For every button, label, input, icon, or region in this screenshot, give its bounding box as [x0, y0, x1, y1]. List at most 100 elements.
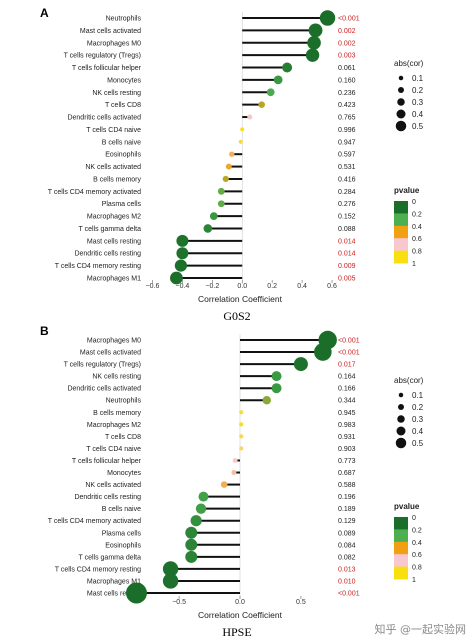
lollipop-dot [258, 101, 265, 108]
pvalue-label: 0.002 [338, 28, 356, 35]
lollipop-dot [209, 212, 218, 220]
panel-b-label: B [40, 324, 49, 338]
size-legend-label: 0.2 [412, 403, 424, 412]
color-legend-title: pvalue [394, 186, 420, 195]
lollipop-row: B cells memory 0.416 [93, 175, 356, 183]
lollipop-row: T cells CD4 memory resting 0.013 [55, 561, 356, 577]
lollipop-row: T cells follicular helper 0.773 [72, 458, 356, 465]
pvalue-label: 0.196 [338, 494, 356, 501]
pvalue-label: 0.773 [338, 458, 356, 465]
color-legend-title: pvalue [394, 502, 420, 511]
lollipop-dot [239, 434, 244, 439]
lollipop-row: B cells naive 0.189 [102, 503, 356, 514]
lollipop-dot [220, 481, 228, 488]
lollipop-row: T cells CD4 memory activated 0.284 [48, 187, 356, 196]
lollipop-dot [247, 114, 253, 120]
color-legend-label: 0.6 [412, 236, 422, 243]
x-tick-label: 0.4 [297, 283, 307, 290]
category-label: Monocytes [107, 77, 141, 84]
lollipop-row: B cells memory 0.945 [93, 410, 355, 417]
color-legend-label: 1 [412, 261, 416, 268]
category-label: Eosinophils [105, 542, 141, 549]
pvalue-label: 0.160 [338, 77, 356, 84]
lollipop-row: Eosinophils 0.084 [105, 538, 356, 551]
color-legend-swatch [394, 201, 408, 214]
size-legend-label: 0.1 [412, 391, 424, 400]
pvalue-label: 0.276 [338, 201, 356, 208]
pvalue-label: 0.931 [338, 434, 356, 441]
pvalue-label: 0.013 [338, 566, 356, 573]
category-label: Macrophages M0 [87, 338, 141, 345]
lollipop-row: Macrophages M1 0.010 [87, 573, 356, 589]
pvalue-label: 0.416 [338, 176, 356, 183]
category-label: Macrophages M0 [87, 40, 141, 47]
x-axis-label: Correlation Coefficient [198, 294, 283, 304]
lollipop-dot [231, 470, 237, 476]
category-label: Neutrophils [106, 398, 142, 405]
category-label: T cells CD4 memory activated [48, 189, 141, 196]
category-label: Macrophages M2 [87, 422, 141, 429]
lollipop-dot [203, 224, 213, 233]
lollipop-row: Neutrophils <0.001 [106, 10, 360, 26]
category-label: NK cells activated [85, 482, 141, 489]
lollipop-row: Macrophages M2 0.983 [87, 422, 356, 429]
lollipop-row: Macrophages M2 0.152 [87, 212, 356, 221]
category-label: Dendritic cells resting [74, 494, 141, 501]
pvalue-label: 0.082 [338, 554, 356, 561]
color-legend-swatch [394, 517, 408, 530]
pvalue-label: 0.588 [338, 482, 356, 489]
lollipop-row: NK cells activated 0.588 [85, 481, 356, 489]
pvalue-label: 0.084 [338, 542, 356, 549]
color-legend-label: 0 [412, 199, 416, 206]
color-legend-label: 0.8 [412, 565, 422, 572]
lollipop-row: T cells regulatory (Tregs) 0.017 [64, 357, 356, 372]
lollipop-dot [239, 446, 244, 451]
lollipop-row: Dendritic cells activated 0.166 [67, 383, 356, 394]
pvalue-label: 0.597 [338, 152, 356, 159]
color-legend-swatch [394, 541, 408, 555]
color-legend-swatch [394, 554, 408, 568]
lollipop-dot [190, 515, 202, 527]
category-label: Macrophages M2 [87, 214, 141, 221]
size-legend-label: 0.5 [412, 122, 424, 131]
category-label: T cells gamma delta [78, 554, 141, 561]
lollipop-dot [125, 582, 147, 604]
pvalue-label: 0.947 [338, 139, 356, 146]
lollipop-dot [293, 357, 308, 372]
color-legend-label: 1 [412, 577, 416, 584]
lollipop-row: NK cells resting 0.164 [92, 371, 356, 382]
pvalue-label: 0.088 [338, 226, 356, 233]
x-axis-label: Correlation Coefficient [198, 610, 283, 620]
category-label: Eosinophils [105, 152, 141, 159]
lollipop-dot [319, 10, 336, 26]
pvalue-label: <0.001 [338, 338, 360, 345]
lollipop-row: Plasma cells 0.089 [102, 526, 356, 539]
color-legend-swatch [394, 529, 408, 543]
category-label: T cells gamma delta [78, 226, 141, 233]
lollipop-row: Dendritic cells activated 0.765 [67, 114, 356, 122]
lollipop-dot [195, 503, 207, 514]
pvalue-label: 0.014 [338, 251, 356, 258]
x-tick-label: 0.0 [237, 283, 247, 290]
color-legend-label: 0.2 [412, 527, 422, 534]
size-legend-dot [396, 426, 406, 436]
category-label: NK cells resting [92, 374, 141, 381]
pvalue-label: 0.996 [338, 127, 356, 134]
size-legend-dot [396, 109, 406, 119]
lollipop-dot [271, 371, 282, 382]
lollipop-dot [217, 187, 225, 195]
lollipop-dot [217, 200, 225, 208]
lollipop-row: Dendritic cells resting 0.014 [74, 247, 356, 260]
lollipop-row: Mast cells activated <0.001 [80, 343, 360, 361]
pvalue-label: 0.284 [338, 189, 356, 196]
lollipop-row: Plasma cells 0.276 [102, 200, 356, 208]
color-legend-swatch [394, 238, 408, 252]
x-tick-label: 0.0 [235, 599, 245, 606]
color-legend-label: 0.4 [412, 224, 422, 231]
lollipop-row: T cells follicular helper 0.061 [72, 62, 356, 73]
lollipop-row: T cells gamma delta 0.088 [78, 224, 356, 233]
category-label: NK cells resting [92, 90, 141, 97]
pvalue-label: 0.009 [338, 263, 356, 270]
category-label: B cells naive [102, 139, 141, 146]
